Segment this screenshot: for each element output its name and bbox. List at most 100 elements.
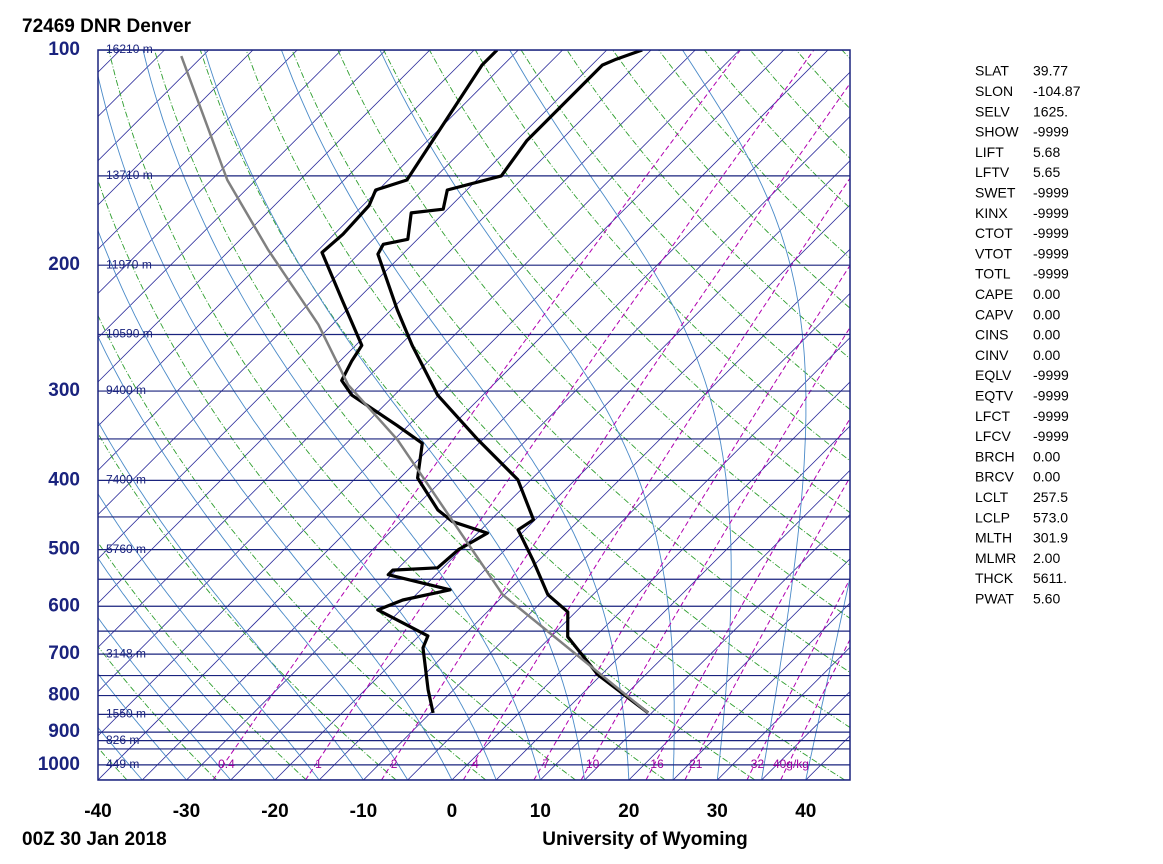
isotherm: [318, 248, 850, 780]
dry-adiabat: [98, 541, 307, 780]
mixing-ratio-line: [746, 578, 850, 780]
moist-adiabat: [805, 575, 850, 780]
mixing-ratio-label: 4: [472, 757, 479, 771]
stats-table: SLAT 39.77 SLON -104.87 SELV 1625. SHOW -9999 LI…: [975, 63, 1081, 607]
isotherm: [186, 115, 850, 780]
stat-value: 0.00: [1033, 448, 1060, 464]
x-tick-label: 30: [707, 801, 728, 822]
y-tick-label: 1000: [38, 754, 80, 775]
mixing-ratio-label: 1: [315, 757, 322, 771]
height-label: 5760 m: [106, 542, 146, 556]
stat-value: 2.00: [1033, 550, 1060, 566]
isotherm: [98, 50, 342, 294]
isotherm: [274, 204, 850, 780]
stat-value: -104.87: [1033, 83, 1081, 99]
y-tick-label: 400: [48, 469, 80, 490]
x-tick-label: -20: [261, 801, 288, 822]
height-label: 9400 m: [106, 383, 146, 397]
stat-name: VTOT: [975, 245, 1013, 261]
height-label: 826 m: [106, 733, 139, 747]
isotherm: [98, 50, 652, 604]
x-tick-label: -30: [173, 801, 200, 822]
stat-name: PWAT: [975, 591, 1014, 607]
isotherm: [98, 50, 519, 471]
stat-value: -9999: [1033, 428, 1069, 444]
isotherm: [98, 50, 431, 383]
dry-adiabat: [612, 50, 850, 309]
stat-value: -9999: [1033, 225, 1069, 241]
stat-name: LFCT: [975, 408, 1010, 424]
dry-adiabat: [98, 179, 576, 780]
stat-value: 0.00: [1033, 306, 1060, 322]
stat-value: -9999: [1033, 124, 1069, 140]
stat-value: 5.65: [1033, 164, 1060, 180]
mixing-ratio-line: [645, 417, 850, 780]
stat-name: CAPV: [975, 306, 1014, 322]
x-tick-label: -40: [84, 801, 111, 822]
moist-adiabat: [98, 229, 453, 780]
stat-name: CTOT: [975, 225, 1013, 241]
isotherm: [584, 514, 850, 780]
isotherm: [98, 50, 829, 780]
stat-name: TOTL: [975, 266, 1011, 282]
stat-value: 1625.: [1033, 103, 1068, 119]
mixing-ratio-label: 32: [751, 757, 765, 771]
isotherm: [761, 690, 850, 780]
dry-adiabat: [337, 50, 850, 619]
stat-value: 5.60: [1033, 591, 1060, 607]
x-tick-label: 0: [447, 801, 458, 822]
x-tick-label: 40: [795, 801, 816, 822]
isotherm: [98, 50, 563, 516]
stat-name: BRCV: [975, 469, 1015, 485]
isotherm: [98, 50, 785, 737]
isotherm: [451, 381, 850, 780]
stat-value: -9999: [1033, 408, 1069, 424]
dry-adiabat: [98, 645, 218, 780]
profile-line: [320, 50, 499, 714]
stat-name: EQTV: [975, 388, 1014, 404]
height-label: 13710 m: [106, 168, 153, 182]
x-tick-label: 20: [618, 801, 639, 822]
y-tick-label: 600: [48, 595, 80, 616]
moist-adiabat: [142, 50, 541, 780]
mixing-ratio-line: [780, 638, 850, 780]
isotherm: [407, 337, 850, 780]
stat-name: CAPE: [975, 286, 1013, 302]
height-label: 11970 m: [106, 257, 152, 271]
stat-value: 39.77: [1033, 63, 1068, 79]
mixing-ratio-label: 7: [542, 757, 549, 771]
stat-value: 573.0: [1033, 509, 1068, 525]
plot-frame: [97, 49, 851, 781]
mixing-ratio-label: 16: [650, 757, 664, 771]
isotherm: [98, 50, 696, 648]
x-tick-label: -10: [350, 801, 377, 822]
x-tick-label: 10: [530, 801, 551, 822]
stat-value: 0.00: [1033, 469, 1060, 485]
y-tick-label: 700: [48, 643, 80, 664]
moist-adiabat: [98, 673, 187, 780]
y-tick-label: 200: [48, 254, 80, 275]
y-tick-label: 300: [48, 380, 80, 401]
mixing-ratio-line: [462, 177, 850, 780]
isotherm: [98, 50, 608, 560]
mixing-ratio-line: [533, 264, 850, 780]
stat-value: -9999: [1033, 245, 1069, 261]
mixing-ratio-line: [684, 476, 850, 780]
isotherm: [230, 160, 850, 780]
stat-name: SELV: [975, 103, 1010, 119]
stat-name: LFTV: [975, 164, 1010, 180]
height-label: 1550 m: [106, 707, 146, 721]
stat-value: -9999: [1033, 185, 1069, 201]
stat-value: -9999: [1033, 266, 1069, 282]
stat-name: SHOW: [975, 124, 1019, 140]
moist-adiabat: [98, 73, 497, 780]
dry-adiabat: [291, 50, 850, 673]
mixing-ratio-label: 21: [689, 757, 703, 771]
stat-value: 301.9: [1033, 530, 1068, 546]
y-tick-label: 800: [48, 685, 80, 706]
stat-name: SWET: [975, 185, 1016, 201]
isotherm: [98, 50, 121, 73]
dry-adiabat: [154, 50, 756, 780]
stat-name: SLAT: [975, 63, 1009, 79]
